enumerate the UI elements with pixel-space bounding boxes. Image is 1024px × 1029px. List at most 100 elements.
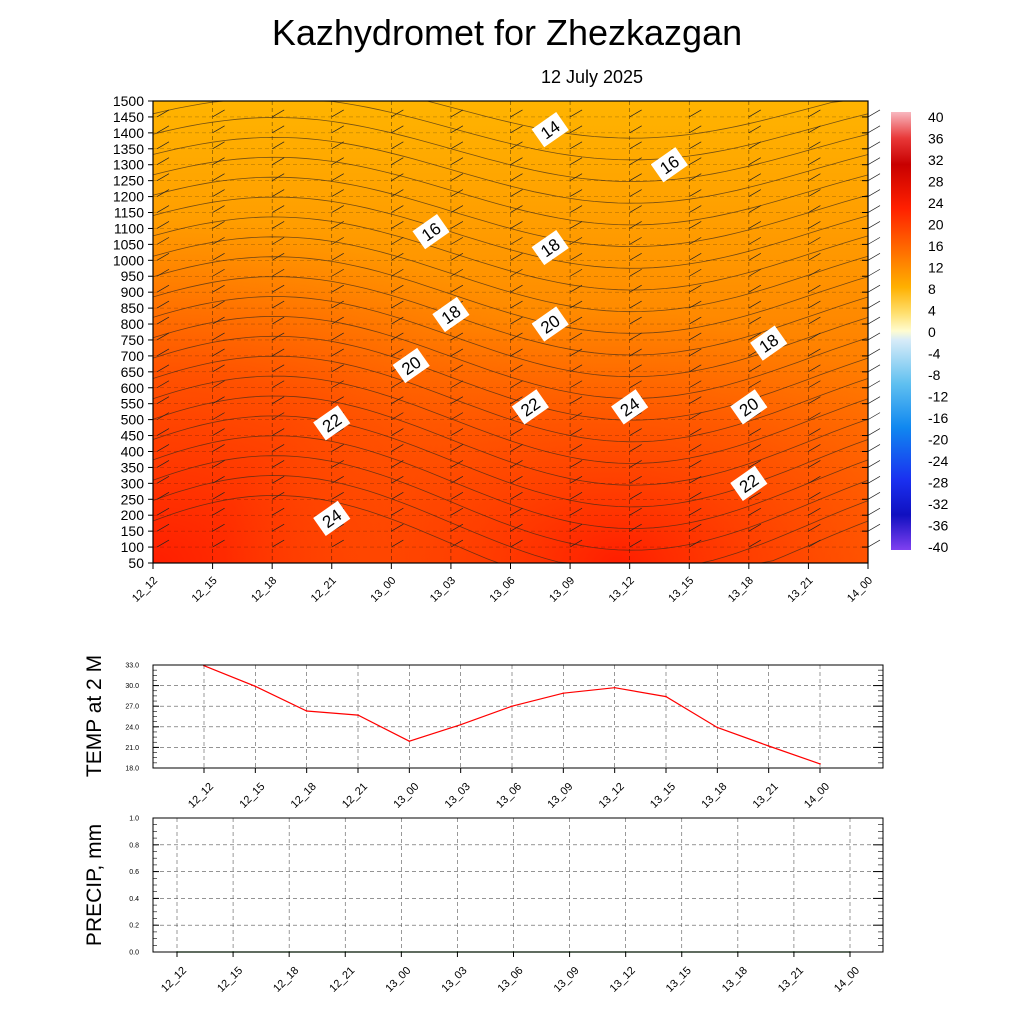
y-tick-label: 27.0 xyxy=(125,704,139,711)
wind-barb xyxy=(689,476,702,484)
wind-barb xyxy=(867,157,881,166)
wind-barb xyxy=(212,523,225,532)
wind-barb xyxy=(331,396,344,404)
wind-barb xyxy=(271,316,285,325)
wind-barb xyxy=(569,125,583,134)
wind-barb xyxy=(331,444,344,452)
wind-barb xyxy=(689,332,702,341)
height-axis: 5010015020025030035040045050055060065070… xyxy=(113,93,868,571)
wind-barb xyxy=(156,460,170,468)
wind-barb xyxy=(569,173,583,181)
wind-barb xyxy=(271,332,285,341)
wind-barb xyxy=(569,460,583,468)
wind-barb xyxy=(156,332,170,341)
wind-barb xyxy=(808,157,821,166)
wind-barb xyxy=(156,237,170,245)
wind-barb xyxy=(748,507,762,516)
wind-barb xyxy=(391,332,404,341)
wind-barb xyxy=(510,444,523,452)
wind-barb xyxy=(748,460,762,468)
wind-barb xyxy=(450,205,464,213)
wind-barb xyxy=(867,476,881,484)
wind-barb xyxy=(271,396,285,404)
wind-barb xyxy=(450,237,464,245)
wind-barb xyxy=(331,460,344,468)
wind-barb xyxy=(450,173,464,181)
wind-barb xyxy=(689,316,702,325)
wind-barb xyxy=(450,332,464,341)
wind-barb xyxy=(629,125,642,134)
wind-barb xyxy=(629,523,642,532)
x-tick-label: 12_12 xyxy=(186,781,216,811)
wind-barb xyxy=(212,380,225,389)
wind-barb xyxy=(212,141,225,150)
wind-barb xyxy=(629,364,642,373)
time-axis-top: 12_12 12_15 12_18 12_21 13_00 13_03 13_06 13_09… xyxy=(130,563,875,605)
wind-barb xyxy=(391,507,404,516)
wind-barb xyxy=(748,284,762,293)
wind-barb xyxy=(391,380,404,389)
wind-barb xyxy=(748,523,762,532)
wind-barb xyxy=(391,476,404,484)
series-point xyxy=(357,714,359,716)
wind-barb xyxy=(867,237,881,245)
isotherm-line xyxy=(152,176,869,248)
wind-barb xyxy=(212,221,225,229)
wind-barb xyxy=(808,491,821,500)
wind-barb xyxy=(156,396,170,404)
wind-barb xyxy=(271,523,285,532)
wind-barb xyxy=(808,205,821,213)
wind-barb xyxy=(212,205,225,213)
time-tick-label: 13_18 xyxy=(726,575,756,605)
wind-barb xyxy=(629,237,642,245)
wind-barb xyxy=(569,284,583,293)
wind-barb xyxy=(450,523,464,532)
height-tick-label: 400 xyxy=(121,443,145,459)
wind-barb xyxy=(629,253,642,261)
wind-barb xyxy=(450,268,464,277)
colorbar-tick-label: 20 xyxy=(928,217,944,233)
contour-label-box xyxy=(432,296,470,333)
wind-barb xyxy=(450,507,464,516)
wind-barb xyxy=(331,205,344,213)
wind-barb xyxy=(271,173,285,181)
wind-barb xyxy=(156,507,170,516)
wind-barb xyxy=(156,268,170,277)
height-tick-label: 900 xyxy=(121,284,145,300)
colorbar-tick-label: 32 xyxy=(928,152,944,168)
isotherm-line xyxy=(152,136,869,204)
wind-barb xyxy=(867,284,881,293)
wind-barb xyxy=(808,380,821,389)
temp-time-axis: 12_12 12_15 12_18 12_21 13_00 13_03 13_06 13_09… xyxy=(186,768,832,811)
wind-barb xyxy=(689,539,702,548)
wind-barb xyxy=(689,396,702,404)
wind-barb xyxy=(867,141,881,150)
wind-barb xyxy=(271,491,285,500)
height-tick-label: 800 xyxy=(121,316,145,332)
temp-grid xyxy=(153,665,883,768)
wind-barb xyxy=(450,348,464,357)
y-tick-label: 0.0 xyxy=(129,950,139,957)
precip-y-axis: 1.0 0.8 0.6 0.4 0.2 0.0 xyxy=(129,816,883,957)
colorbar-tick-label: -12 xyxy=(928,389,948,405)
height-tick-label: 1200 xyxy=(113,189,144,205)
wind-barb xyxy=(391,268,404,277)
wind-barb xyxy=(331,539,344,548)
y-tick-label: 24.0 xyxy=(125,724,139,731)
wind-barb xyxy=(808,476,821,484)
contour-label-box xyxy=(412,214,450,250)
wind-barb xyxy=(271,348,285,357)
wind-barb xyxy=(156,491,170,500)
wind-barb xyxy=(629,491,642,500)
height-tick-label: 1450 xyxy=(113,109,144,125)
time-tick-label: 14_00 xyxy=(845,575,875,605)
wind-barb xyxy=(689,253,702,261)
wind-barb xyxy=(629,348,642,357)
series-point xyxy=(511,705,513,707)
wind-barb xyxy=(629,205,642,213)
wind-barb xyxy=(689,444,702,452)
wind-barb xyxy=(867,444,881,452)
wind-barb xyxy=(391,444,404,452)
wind-barb xyxy=(450,364,464,373)
wind-barb xyxy=(391,141,404,150)
